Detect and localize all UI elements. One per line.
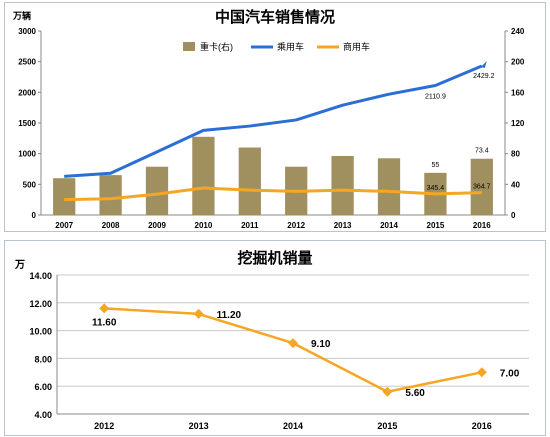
x-tick-label: 2013 <box>334 221 352 230</box>
bar-heavy-truck <box>331 155 354 215</box>
x-tick-label: 2011 <box>241 221 259 230</box>
bar-heavy-truck <box>99 175 122 215</box>
bar-heavy-truck <box>238 147 261 215</box>
data-label: 9.10 <box>311 339 331 350</box>
x-tick-label: 2012 <box>94 421 114 431</box>
x-tick-label: 2015 <box>427 221 445 230</box>
y-tick-label-right: 160 <box>511 88 525 97</box>
x-tick-label: 2012 <box>287 221 305 230</box>
x-tick-label: 2016 <box>472 421 492 431</box>
x-tick-label: 2013 <box>189 421 209 431</box>
y-tick-label: 10.00 <box>29 327 52 337</box>
x-tick-label: 2015 <box>377 421 397 431</box>
data-label: 2429.2 <box>473 73 495 80</box>
data-point <box>99 303 110 314</box>
legend: 重卡(右) 乘用车 商用车 <box>183 41 370 52</box>
y-tick-label-right: 80 <box>511 150 520 159</box>
line-passenger-car <box>64 64 483 178</box>
x-tick-label: 2008 <box>102 221 120 230</box>
data-label: 55 <box>432 162 440 169</box>
y-tick-label: 6.00 <box>34 382 52 392</box>
legend-label-heavy-truck: 重卡(右) <box>200 41 233 52</box>
bar-heavy-truck <box>470 158 493 215</box>
x-tick-label: 2014 <box>283 421 303 431</box>
y-tick-label: 8.00 <box>34 354 52 364</box>
line-commercial-vehicle <box>64 186 482 202</box>
legend-label-commercial-vehicle: 商用车 <box>343 41 370 52</box>
x-tick-label: 2010 <box>195 221 213 230</box>
data-label: 7.00 <box>500 368 520 379</box>
legend-swatch-heavy-truck <box>183 42 195 51</box>
x-tick-label: 2009 <box>148 221 166 230</box>
y-tick-label-left: 2500 <box>18 58 36 67</box>
y-tick-label-left: 500 <box>23 180 37 189</box>
chart-title: 中国汽车销售情况 <box>215 8 335 26</box>
y-tick-label-left: 1500 <box>18 119 36 128</box>
data-label: 11.20 <box>217 310 242 321</box>
car-sales-chart-panel: 中国汽车销售情况 万辆 0 500 1000 1500 2000 2500 3000 0 40 80 1… <box>4 2 546 232</box>
x-tick-label: 2014 <box>380 221 398 230</box>
data-point <box>193 308 204 319</box>
y-unit-label: 万辆 <box>12 10 31 21</box>
data-point <box>288 338 298 349</box>
excavator-sales-chart-panel: 挖掘机销量万 4.00 6.00 8.00 10.00 12.00 14.00 2012 201… <box>4 240 546 436</box>
y-tick-label-right: 120 <box>511 119 525 128</box>
y-tick-label-left: 1000 <box>18 150 36 159</box>
arrowhead-passenger-car <box>480 61 487 69</box>
y-tick-label-right: 40 <box>511 180 520 189</box>
line-excavator-sales <box>104 307 483 394</box>
car-sales-chart: 中国汽车销售情况 万辆 0 500 1000 1500 2000 2500 3000 0 40 80 1… <box>12 8 525 230</box>
data-point <box>476 367 487 378</box>
y-tick-label: 14.00 <box>29 271 52 281</box>
y-tick-label-right: 200 <box>511 58 525 67</box>
bar-heavy-truck <box>145 166 169 215</box>
data-label: 11.60 <box>92 317 117 328</box>
x-tick-label: 2007 <box>55 221 73 230</box>
y-tick-label-right: 0 <box>511 211 516 220</box>
data-label: 2110.9 <box>425 94 446 101</box>
y-tick-label-left: 0 <box>32 211 37 220</box>
data-label: 345.4 <box>427 185 445 192</box>
data-label: 5.60 <box>405 388 425 399</box>
x-tick-label: 2016 <box>473 221 491 230</box>
y-tick-label: 12.00 <box>29 299 52 309</box>
bar-heavy-truck <box>377 158 401 215</box>
data-label: 364.7 <box>473 184 491 191</box>
chart-title: 挖掘机销量 <box>237 249 312 267</box>
data-label: 73.4 <box>475 148 489 155</box>
y-tick-label-left: 3000 <box>18 27 36 36</box>
bar-heavy-truck <box>53 178 76 215</box>
bar-heavy-truck <box>192 136 215 215</box>
legend-label-passenger-car: 乘用车 <box>277 41 304 52</box>
y-unit-label: 万 <box>14 259 25 271</box>
data-point <box>382 386 393 397</box>
y-tick-label: 4.00 <box>34 410 52 420</box>
y-tick-label-left: 2000 <box>18 88 36 97</box>
y-tick-label-right: 240 <box>511 27 525 36</box>
